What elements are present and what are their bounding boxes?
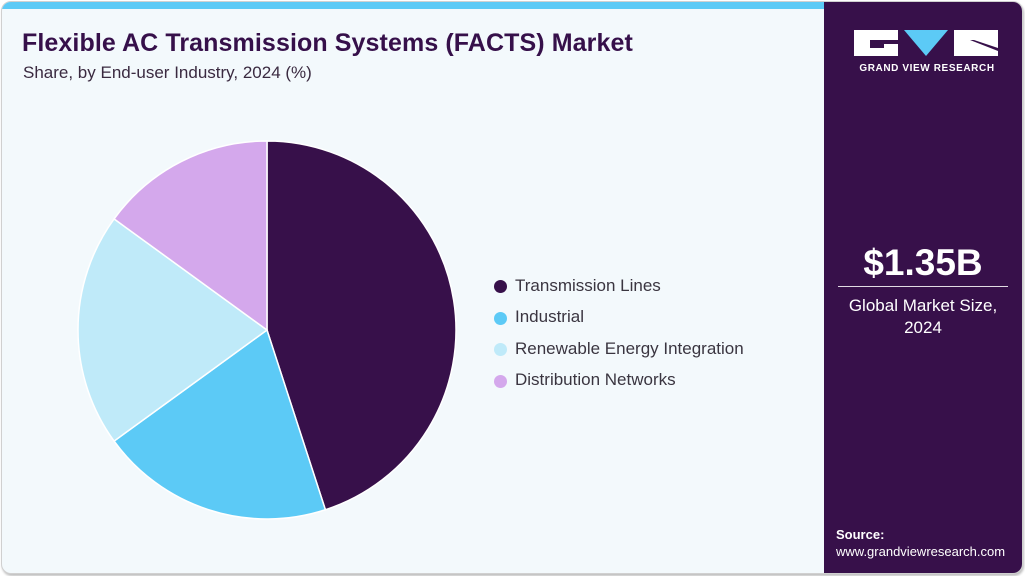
brand-name: GRAND VIEW RESEARCH	[859, 63, 995, 74]
source-label: Source:	[836, 527, 885, 542]
pie-slice-renewable-energy-integration	[77, 217, 269, 443]
legend-item: Renewable Energy Integration	[494, 333, 744, 365]
legend-item: Transmission Lines	[494, 270, 744, 302]
gvr-logo-icon	[854, 30, 998, 56]
pie-slice-distribution-networks	[113, 140, 268, 332]
chart-legend: Transmission Lines Industrial Renewable En…	[494, 270, 744, 396]
legend-dot-icon	[494, 311, 507, 325]
market-size-value: $1.35B	[863, 242, 983, 283]
accent-bar	[2, 2, 824, 9]
legend-item: Distribution Networks	[494, 365, 744, 397]
legend-item: Industrial	[494, 302, 744, 334]
legend-label: Distribution Networks	[515, 370, 676, 390]
legend-label: Renewable Energy Integration	[515, 338, 744, 358]
market-size-label-line2: 2024	[904, 318, 942, 337]
divider	[838, 286, 1008, 287]
chart-subtitle: Share, by End-user Industry, 2024 (%)	[23, 63, 312, 82]
chart-title: Flexible AC Transmission Systems (FACTS)…	[22, 29, 633, 57]
pie-slice-industrial	[113, 328, 327, 520]
market-size-label-line1: Global Market Size,	[848, 296, 998, 315]
legend-label: Industrial	[515, 307, 584, 327]
legend-dot-icon	[494, 374, 507, 388]
legend-dot-icon	[494, 280, 507, 294]
legend-label: Transmission Lines	[515, 275, 661, 295]
source-link[interactable]: www.grandviewresearch.com	[836, 544, 1006, 559]
legend-dot-icon	[494, 343, 507, 357]
brand-logo: GRAND VIEW RESEARCH	[854, 30, 998, 74]
pie-slice-transmission-lines	[266, 140, 457, 511]
market-size-label: Global Market Size, 2024	[824, 295, 1022, 339]
pie-chart	[77, 140, 457, 520]
info-sidebar: GRAND VIEW RESEARCH $1.35B Global Market…	[824, 2, 1022, 573]
